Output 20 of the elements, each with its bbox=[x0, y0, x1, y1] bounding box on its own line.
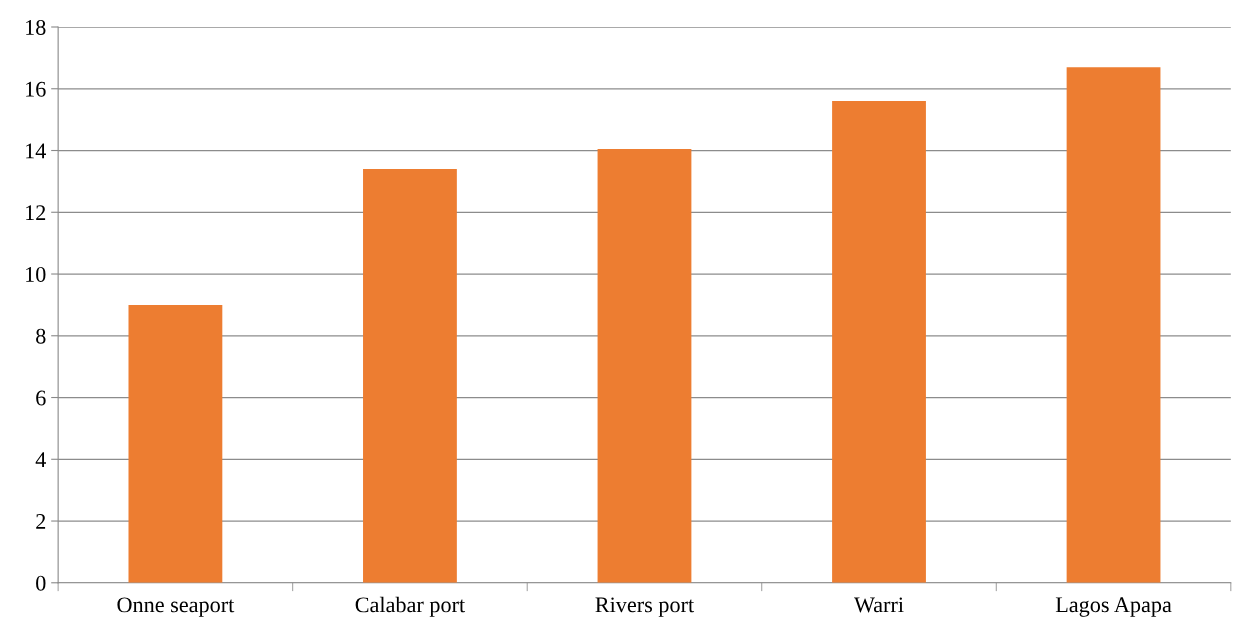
x-tick-label: Onne seaport bbox=[117, 597, 235, 617]
y-tick-label: 14 bbox=[26, 143, 46, 159]
y-tick-label: 2 bbox=[36, 514, 46, 529]
bar bbox=[832, 101, 926, 583]
bar bbox=[363, 169, 457, 583]
y-tick-label: 10 bbox=[26, 266, 46, 282]
y-tick-label: 4 bbox=[35, 452, 46, 467]
x-tick-label: Rivers port bbox=[595, 597, 695, 617]
y-tick-label: 18 bbox=[26, 19, 46, 35]
y-tick-label: 6 bbox=[36, 390, 46, 406]
bar bbox=[128, 304, 223, 583]
bar bbox=[597, 148, 692, 583]
x-tick-label: Lagos Apapa bbox=[1055, 597, 1172, 617]
y-tick-label: 12 bbox=[26, 205, 46, 220]
x-tick-label: Calabar port bbox=[355, 596, 466, 617]
bar bbox=[1066, 67, 1161, 583]
y-tick-label: 16 bbox=[26, 81, 46, 97]
x-tick-label: Warri bbox=[854, 597, 904, 613]
y-tick-label: 0 bbox=[36, 575, 46, 591]
y-tick-label: 8 bbox=[36, 328, 46, 344]
